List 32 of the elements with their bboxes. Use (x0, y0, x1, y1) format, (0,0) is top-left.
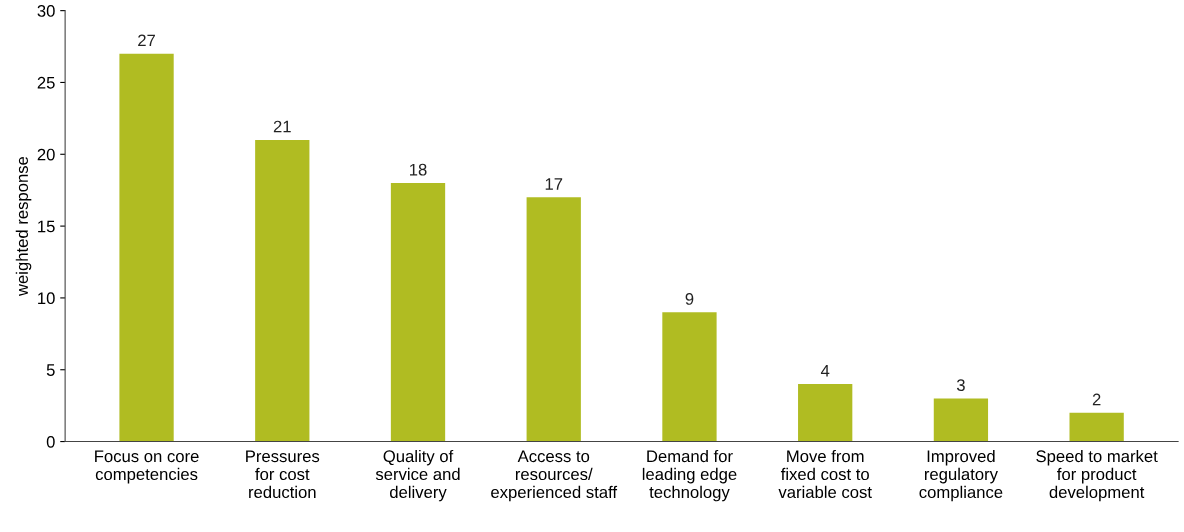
x-tick-label: Access to resources/ experienced staff (491, 450, 618, 502)
bar (255, 139, 310, 442)
x-tick-label: Move from fixed cost to variable cost (778, 449, 872, 499)
x-tick-label: Improved regulatory compliance (919, 449, 1003, 502)
bar (119, 53, 174, 442)
bar (662, 312, 717, 442)
x-tick-label: Focus on core competencies (95, 450, 199, 484)
data-label: 9 (685, 293, 694, 305)
bar (933, 398, 989, 442)
data-label: 2 (1092, 393, 1101, 406)
data-label: 4 (820, 365, 830, 377)
data-label: 3 (956, 379, 965, 392)
data-label: 21 (273, 120, 291, 133)
y-tick-label: 10 (38, 292, 55, 305)
x-tick-label: Speed to market for product development (1036, 449, 1158, 502)
x-tick-label: Quality of service and delivery (375, 449, 460, 502)
y-tick-label: 5 (46, 364, 55, 376)
y-tick-label: 25 (37, 76, 55, 89)
y-tick-label: 15 (38, 220, 55, 233)
data-label: 27 (138, 34, 155, 47)
y-tick-label: 30 (37, 5, 55, 17)
bar (526, 197, 581, 442)
data-label: 17 (545, 178, 563, 190)
data-label: 18 (410, 163, 427, 176)
x-tick-label: Pressures for cost reduction (246, 450, 320, 499)
bar (1069, 412, 1124, 442)
y-axis-title: weighted response (15, 156, 32, 297)
bar (798, 384, 853, 442)
x-tick-label: Demand for leading edge technology (642, 449, 737, 502)
bar (390, 183, 446, 442)
y-tick-label: 20 (37, 148, 55, 161)
y-tick-label: 0 (46, 435, 55, 448)
